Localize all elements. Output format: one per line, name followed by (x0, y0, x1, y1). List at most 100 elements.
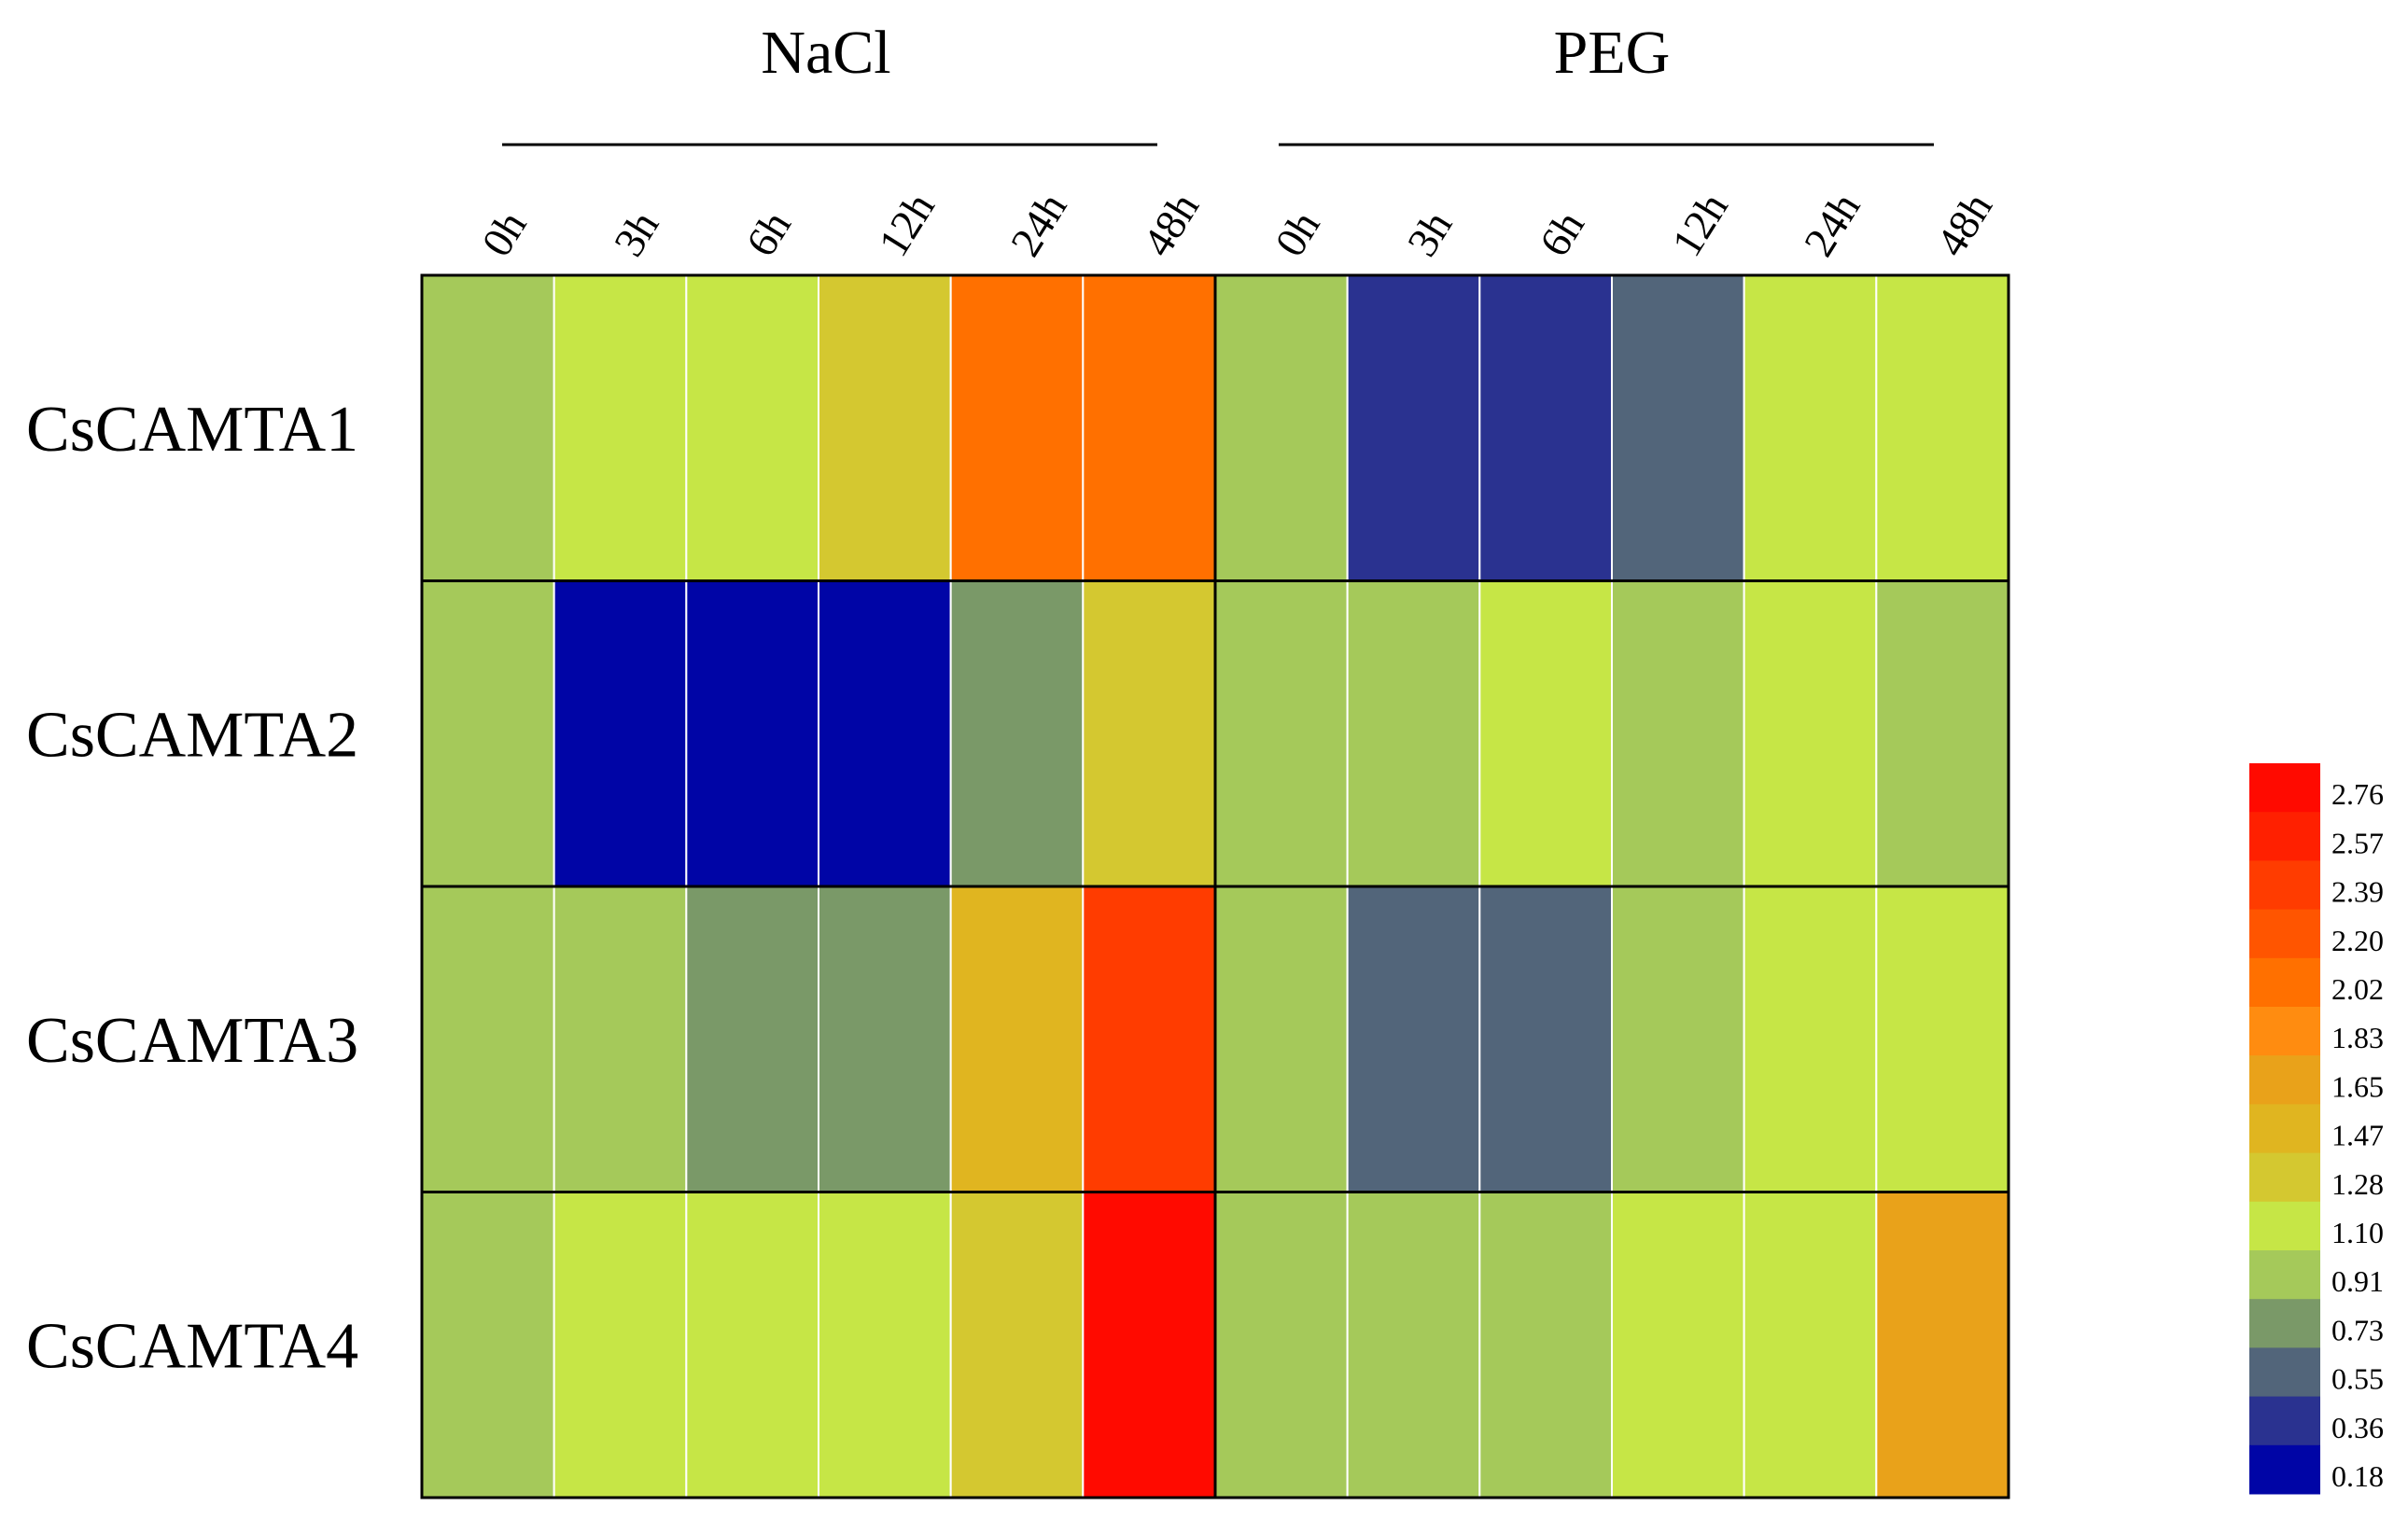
column-label: 6h (736, 202, 800, 264)
heatmap-cell (1214, 1191, 1349, 1499)
colorbar-tick-label: 1.10 (2331, 1216, 2384, 1249)
heatmap-cell (1875, 579, 2010, 887)
heatmap-cell (1611, 886, 1745, 1193)
column-label: 48h (1133, 185, 1208, 265)
colorbar-swatch (2249, 1104, 2320, 1154)
group-headers: NaCl PEG (502, 19, 1934, 146)
colorbar-swatch (2249, 1201, 2320, 1251)
heatmap-cell (1346, 886, 1481, 1193)
heatmap-cell (1611, 579, 1745, 887)
heatmap-cell (1346, 274, 1481, 582)
row-label: CsCAMTA4 (26, 1310, 358, 1382)
colorbar-swatch (2249, 1396, 2320, 1446)
row-label: CsCAMTA3 (26, 1005, 358, 1077)
heatmap-cell (1082, 886, 1217, 1193)
heatmap-cell (685, 274, 819, 582)
heatmap-cell (1875, 886, 2010, 1193)
colorbar-swatch (2249, 1299, 2320, 1348)
colorbar-tick-label: 0.36 (2331, 1411, 2384, 1444)
heatmap-cell (1346, 1191, 1481, 1499)
colorbar-swatch (2249, 1250, 2320, 1300)
heatmap-cell (553, 1191, 688, 1499)
heatmap-cell (685, 579, 819, 887)
colorbar-tick-label: 0.55 (2331, 1362, 2384, 1396)
column-labels: 0h 3h 6h 12h 24h 48h 0h 3h 6h 12h 24h 48h (472, 185, 2001, 265)
colorbar-swatch (2249, 1055, 2320, 1105)
heatmap-cell (818, 579, 952, 887)
row-label: CsCAMTA1 (26, 394, 358, 466)
heatmap-cell (1082, 579, 1217, 887)
heatmap-cell (421, 1191, 555, 1499)
heatmap-cell (553, 579, 688, 887)
heatmap-cell (685, 1191, 819, 1499)
colorbar-swatch (2249, 812, 2320, 861)
column-label: 12h (1662, 185, 1737, 265)
colorbar-swatch (2249, 957, 2320, 1008)
heatmap-cell (685, 886, 819, 1193)
heatmap-cell (1478, 886, 1614, 1193)
heatmap-cell (1611, 274, 1745, 582)
heatmap-cell (1875, 1191, 2010, 1499)
heatmap-cell (553, 886, 688, 1193)
colorbar-swatch (2249, 860, 2320, 911)
heatmap-cell (1478, 1191, 1614, 1499)
heatmap-cells (421, 274, 2010, 1499)
heatmap-cell (1082, 274, 1217, 582)
heatmap-cell (1214, 886, 1349, 1193)
heatmap-cell (818, 274, 952, 582)
heatmap-cell (949, 579, 1085, 887)
colorbar-swatch (2249, 763, 2320, 813)
colorbar-swatch (2249, 1152, 2320, 1203)
column-label: 0h (1266, 202, 1329, 264)
colorbar-tick-label: 1.65 (2331, 1069, 2384, 1103)
colorbar-swatch (2249, 1347, 2320, 1398)
column-label: 3h (1398, 202, 1462, 264)
heatmap-cell (421, 886, 555, 1193)
colorbar-tick-label: 2.57 (2331, 826, 2384, 859)
row-label: CsCAMTA2 (26, 699, 358, 771)
column-label: 12h (869, 185, 944, 265)
heatmap-cell (818, 1191, 952, 1499)
heatmap-cell (818, 886, 952, 1193)
heatmap-cell (1478, 579, 1614, 887)
colorbar-tick-label: 2.02 (2331, 972, 2384, 1006)
heatmap-cell (1478, 274, 1614, 582)
colorbar-tick-label: 2.39 (2331, 875, 2384, 909)
row-borders (420, 273, 2010, 1499)
colorbar-tick-label: 0.91 (2331, 1264, 2384, 1298)
colorbar-swatch (2249, 909, 2320, 959)
row-labels: CsCAMTA1 CsCAMTA2 CsCAMTA3 CsCAMTA4 (26, 394, 358, 1383)
heatmap-cell (553, 274, 688, 582)
column-label: 48h (1926, 185, 2001, 265)
colorbar-swatch (2249, 1007, 2320, 1056)
heatmap-cell (1611, 1191, 1745, 1499)
group-title: NaCl (761, 19, 890, 87)
heatmap-cell (1346, 579, 1481, 887)
heatmap-cell (949, 274, 1085, 582)
colorbar-tick-label: 1.28 (2331, 1167, 2384, 1201)
colorbar-tick-label: 1.47 (2331, 1119, 2384, 1152)
column-label: 3h (605, 202, 668, 264)
colorbar-tick-label: 2.20 (2331, 924, 2384, 957)
heatmap-cell (1082, 1191, 1217, 1499)
colorbar-tick-label: 1.83 (2331, 1021, 2384, 1054)
column-label: 24h (1001, 185, 1076, 265)
heatmap-cell (1743, 1191, 1878, 1499)
column-label: 0h (472, 202, 536, 264)
heatmap-cell (1743, 886, 1878, 1193)
colorbar-tick-label: 0.18 (2331, 1459, 2384, 1493)
colorbar-swatch (2249, 1444, 2320, 1495)
colorbar-tick-label: 0.73 (2331, 1313, 2384, 1346)
heatmap-cell (421, 274, 555, 582)
column-label: 6h (1530, 202, 1593, 264)
colorbar-tick-label: 2.76 (2331, 777, 2384, 811)
heatmap-cell (1743, 579, 1878, 887)
heatmap-cell (421, 579, 555, 887)
heatmap-cell (1214, 274, 1349, 582)
colorbar: 2.76 2.57 2.39 2.20 2.02 1.83 1.65 1.47 1.28 1.10… (2249, 763, 2384, 1495)
heatmap-cell (949, 886, 1085, 1193)
heatmap-cell (1875, 274, 2010, 582)
heatmap-cell (1214, 579, 1349, 887)
heatmap-cell (949, 1191, 1085, 1499)
